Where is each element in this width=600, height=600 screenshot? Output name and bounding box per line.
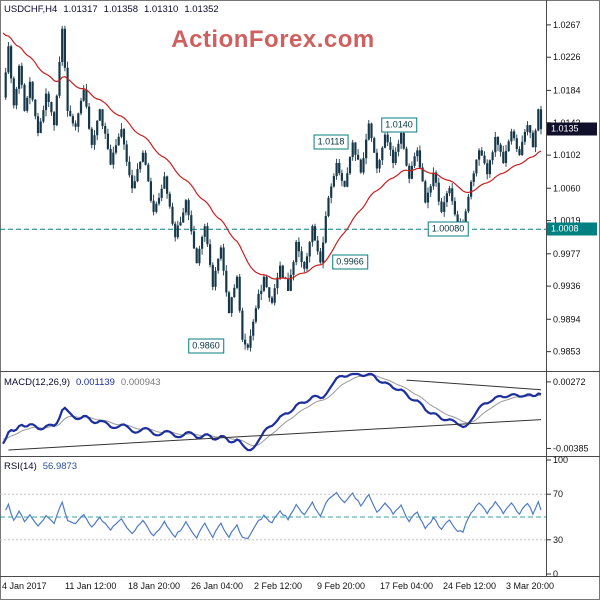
macd-trendline[interactable] <box>8 419 542 451</box>
price-level-annotation[interactable]: 0.9860 <box>188 338 224 354</box>
x-axis-label: 18 Jan 20:00 <box>128 581 181 591</box>
rsi-axis-label: 0 <box>553 569 558 579</box>
symbol-ohlc-header: USDCHF,H4 1.01317 1.01358 1.01310 1.0135… <box>4 4 219 15</box>
symbol-label: USDCHF,H4 <box>4 4 58 15</box>
x-axis-label: 2 Feb 12:00 <box>254 581 303 591</box>
high-value: 1.01358 <box>103 4 138 15</box>
open-value: 1.01317 <box>63 4 98 15</box>
rsi-line <box>5 491 542 540</box>
rsi-header: RSI(14) 56.9873 <box>4 461 77 472</box>
x-axis-label: 24 Feb 12:00 <box>443 581 497 591</box>
rsi-label: RSI(14) <box>4 461 37 472</box>
macd-line <box>2 372 542 452</box>
macd-label: MACD(12,26,9) <box>4 377 70 388</box>
price-axis-label: 1.0102 <box>553 150 581 160</box>
price-axis-label: 1.0184 <box>553 85 581 95</box>
time-axis: 4 Jan 2017 11 Jan 12:00 18 Jan 20:00 26 Jan… <box>0 578 600 600</box>
price-axis-label: 0.9894 <box>553 314 581 324</box>
macd-header: MACD(12,26,9) 0.001139 0.000943 <box>4 377 161 388</box>
macd-trendline[interactable] <box>406 379 542 391</box>
price-level-annotation[interactable]: 1.0140 <box>381 117 417 133</box>
x-axis-label: 4 Jan 2017 <box>2 581 47 591</box>
price-level-annotation[interactable]: 0.9966 <box>332 254 368 270</box>
rsi-axis-label: 100 <box>553 455 568 465</box>
current-price-tag: 1.0135 <box>547 122 597 136</box>
macd-axis-label: -0.00385 <box>553 443 589 453</box>
macd-signal-line <box>3 374 542 447</box>
price-axis-label: 1.0226 <box>553 52 581 62</box>
rsi-axis-label: 70 <box>553 489 563 499</box>
x-axis-label: 26 Jan 04:00 <box>191 581 244 591</box>
price-axis-label: 1.0267 <box>553 20 581 30</box>
low-value: 1.01310 <box>144 4 179 15</box>
rsi-axis-label: 30 <box>553 535 563 545</box>
macd-signal-value: 0.000943 <box>120 377 161 388</box>
x-axis-label: 11 Jan 12:00 <box>65 581 117 591</box>
price-axis-label: 1.0019 <box>553 216 581 226</box>
price-axis-label: 0.9936 <box>553 281 581 291</box>
candle-bodies <box>4 28 543 348</box>
price-level-annotation[interactable]: 1.0118 <box>313 134 349 150</box>
price-level-annotation[interactable]: 1.00080 <box>427 221 469 237</box>
x-axis-label: 9 Feb 20:00 <box>317 581 366 591</box>
rsi-value: 56.9873 <box>42 461 78 472</box>
x-axis-label: 17 Feb 04:00 <box>380 581 434 591</box>
macd-value: 0.001139 <box>76 377 115 388</box>
close-value: 1.01352 <box>184 4 219 15</box>
support-price-tag: 1.0008 <box>547 222 597 236</box>
moving-average-line <box>2 32 542 280</box>
x-axis-label: 3 Mar 20:00 <box>506 581 555 591</box>
watermark: ActionForex.com <box>171 26 375 53</box>
price-axis-label: 1.0060 <box>553 183 581 193</box>
price-axis-label: 0.9977 <box>553 249 581 259</box>
macd-axis-label: 0.00272 <box>553 377 586 387</box>
price-axis-label: 0.9853 <box>553 347 581 357</box>
